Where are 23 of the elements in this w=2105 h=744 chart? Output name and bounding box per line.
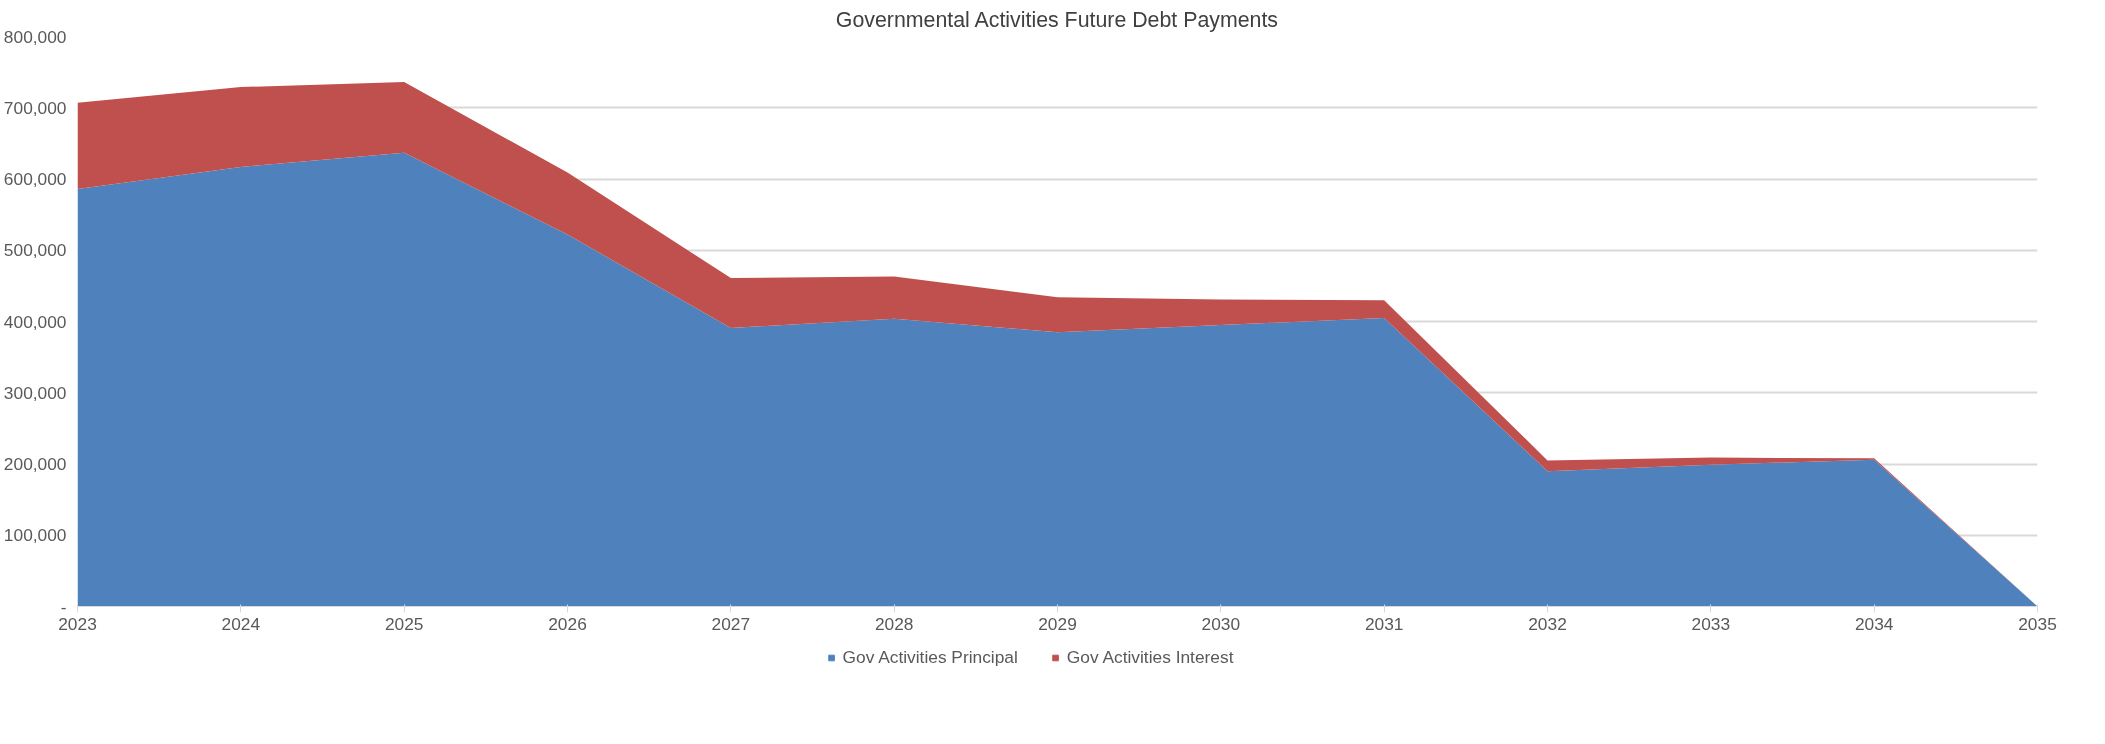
x-tick-label: 2027 xyxy=(711,613,751,634)
y-tick-label: 300,000 xyxy=(3,382,67,403)
x-tick-label: 2025 xyxy=(384,613,424,634)
y-tick-label: 100,000 xyxy=(3,525,67,546)
x-tick-label: 2032 xyxy=(1528,613,1567,634)
x-tick-label: 2029 xyxy=(1038,613,1077,634)
x-tick-label: 2028 xyxy=(874,613,914,634)
x-tick-label: 2034 xyxy=(1854,613,1894,634)
x-tick-label: 2024 xyxy=(221,613,261,634)
x-tick-label: 2031 xyxy=(1364,613,1404,634)
y-tick-label: 600,000 xyxy=(3,169,67,189)
x-tick-label: 2033 xyxy=(1691,613,1731,634)
y-tick-label: 200,000 xyxy=(3,454,67,474)
x-tick-label: 2026 xyxy=(548,613,587,634)
y-tick-label: 700,000 xyxy=(3,97,67,118)
legend-label: Gov Activities Interest xyxy=(1066,646,1234,668)
x-tick-label: 2035 xyxy=(2018,613,2057,634)
y-tick-label: 800,000 xyxy=(3,26,67,47)
y-tick-label: 500,000 xyxy=(3,240,67,261)
x-tick-label: 2030 xyxy=(1201,613,1241,634)
chart-title: Governmental Activities Future Debt Payments xyxy=(835,7,1278,32)
legend-label: Gov Activities Principal xyxy=(842,646,1018,668)
y-tick-label: 400,000 xyxy=(3,311,67,332)
